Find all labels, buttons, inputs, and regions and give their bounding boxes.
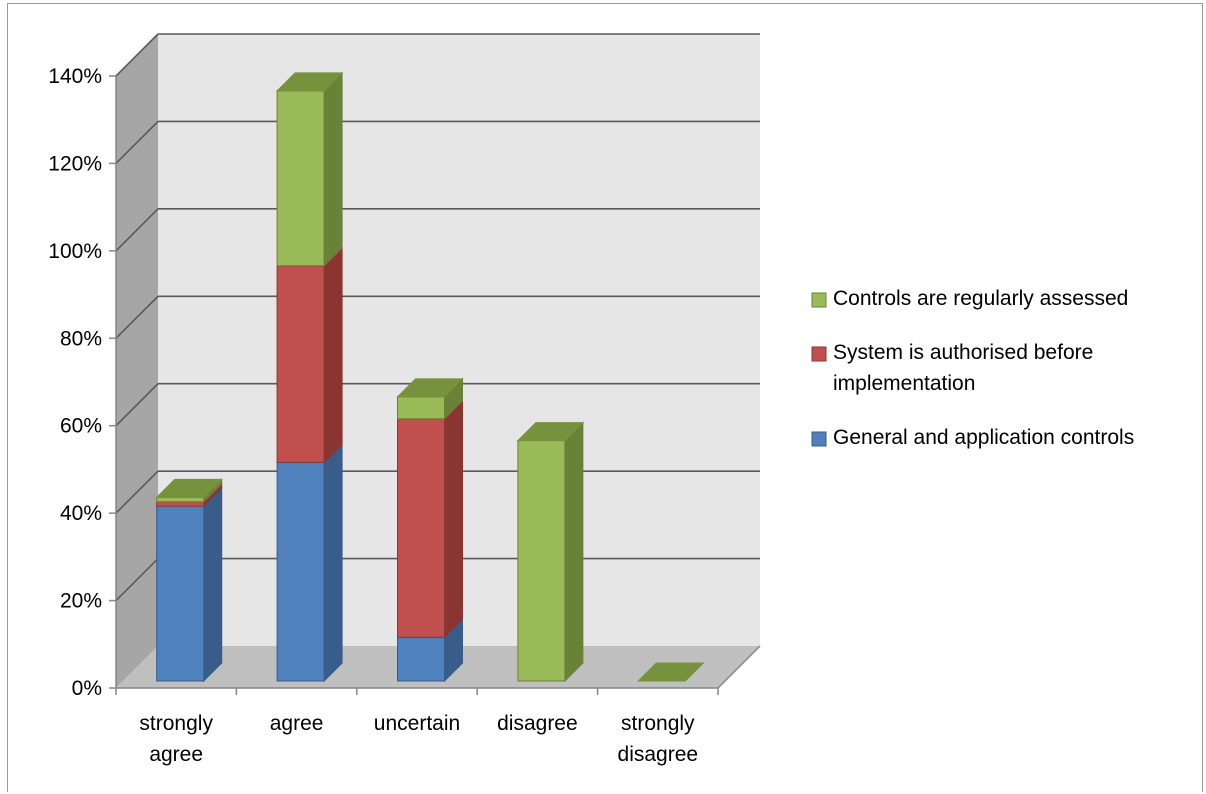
- gridline-depth: [115, 33, 159, 77]
- y-tick-label: 80%: [60, 327, 102, 350]
- x-tick-label: strongly disagree: [618, 712, 699, 766]
- bar-segment: [397, 636, 445, 682]
- x-tick-label: agree: [270, 712, 324, 735]
- legend-label: System is authorised before implementatio…: [833, 341, 1093, 395]
- legend-swatch: [811, 431, 827, 447]
- y-tick-label: 20%: [60, 590, 102, 613]
- y-tick-label: 140%: [48, 65, 102, 88]
- bar-side: [323, 443, 343, 683]
- x-axis-depth: [717, 645, 761, 689]
- bar-segment: [276, 265, 325, 463]
- x-tick-label: uncertain: [374, 712, 460, 735]
- bar-top-zero: [637, 662, 705, 682]
- gridline-depth: [115, 295, 159, 339]
- gridline-depth: [115, 120, 159, 164]
- bar-side: [444, 399, 463, 639]
- left-wall: [116, 34, 158, 688]
- y-tick-label: 40%: [60, 502, 102, 525]
- bar-segment: [156, 501, 205, 507]
- bar-segment: [397, 418, 445, 638]
- gridline-depth: [115, 383, 159, 427]
- bar-segment: [517, 440, 566, 682]
- legend-swatch: [811, 346, 827, 362]
- bar-side: [203, 486, 223, 683]
- bar-segment: [276, 90, 325, 267]
- y-tick-label: 60%: [60, 415, 102, 438]
- bar-segment: [156, 496, 205, 503]
- bar-segment: [397, 396, 445, 420]
- x-tick-label: strongly agree: [139, 712, 213, 766]
- gridline-depth: [115, 558, 159, 602]
- chart-frame: [7, 3, 1203, 792]
- bar-side: [323, 71, 343, 267]
- y-tick-label: 0%: [72, 677, 102, 700]
- y-tick-label: 120%: [48, 152, 102, 175]
- legend-label: Controls are regularly assessed: [833, 287, 1128, 310]
- legend-swatch: [811, 292, 827, 308]
- bar-segment: [276, 461, 325, 682]
- bar-segment: [156, 505, 205, 682]
- gridline-depth: [115, 470, 159, 514]
- bar-side: [323, 246, 343, 464]
- bar-top: [275, 72, 344, 92]
- x-tick-label: disagree: [497, 712, 578, 735]
- bar-top: [155, 478, 223, 498]
- bar-side: [564, 421, 584, 683]
- bar-top: [396, 378, 464, 398]
- legend-label: General and application controls: [833, 426, 1134, 449]
- bar-top: [516, 422, 585, 442]
- gridline-depth: [115, 208, 159, 252]
- y-tick-label: 100%: [48, 240, 102, 263]
